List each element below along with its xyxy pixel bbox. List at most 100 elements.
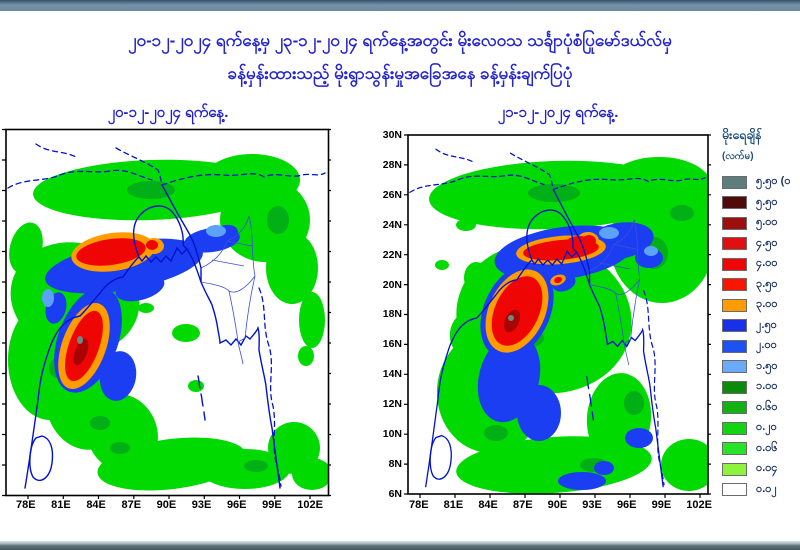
legend-unit-label: (လက်မ) <box>722 151 754 162</box>
legend-value-label: ၄.၅၀ <box>756 236 778 249</box>
legend-row: ၀.၀၂ <box>722 480 800 501</box>
axis-tick-label: 20N <box>382 278 402 291</box>
legend-row: ၄.၅၀ <box>722 234 800 255</box>
axis-tick-label: 96E <box>226 499 247 511</box>
left-precip-shading <box>7 143 328 491</box>
legend-value-label: ၀.၀၄ <box>756 462 778 475</box>
legend-color-swatch <box>722 196 747 210</box>
axis-tick-label: 10N <box>382 428 402 441</box>
left-map-title: ၂၀-၁၂-၂၀၂၄ ရက်နေ့. <box>107 104 229 121</box>
left-map-longitude-axis: 78E 81E 84E 87E 90E 93E 96E 99E 102E <box>0 499 331 511</box>
legend-color-swatch <box>722 483 747 497</box>
axis-tick-label: 99E <box>262 499 282 511</box>
axis-tick-label: 90E <box>547 499 568 511</box>
legend-row: ၂.၅၀ <box>722 316 800 337</box>
legend-row: ၀.၀၄ <box>722 459 800 480</box>
axis-tick-label: 87E <box>121 499 142 511</box>
axis-tick-label: 78E <box>409 499 429 511</box>
right-precipitation-map <box>404 134 711 498</box>
left-precipitation-map <box>2 128 331 499</box>
legend-row: ၃.၅၀ <box>722 275 800 296</box>
axis-tick-label: 28N <box>382 158 402 171</box>
legend-color-swatch <box>722 216 747 230</box>
rain-gray-max-speck <box>508 315 514 321</box>
axis-tick-label: 81E <box>443 499 464 511</box>
top-decoration-bar <box>0 0 800 11</box>
legend-color-swatch <box>722 339 747 353</box>
axis-tick-label: 99E <box>651 499 672 511</box>
y-tick-marks <box>2 128 6 497</box>
x-tick-marks <box>419 494 701 498</box>
bottom-decoration-bar <box>0 541 800 550</box>
legend-row: ၅.၅၀ <box>722 193 800 214</box>
legend-color-swatch <box>722 401 747 415</box>
legend-row: ၀.၀၆ <box>722 439 800 460</box>
rain-darkred-core <box>73 338 89 366</box>
axis-tick-label: 22N <box>382 248 402 261</box>
legend-color-swatch <box>722 319 747 333</box>
y-tick-marks <box>404 134 408 495</box>
legend-value-label: ၂.၅၀ <box>756 318 777 331</box>
legend-row: ၂.၀၀ <box>722 336 800 357</box>
right-map-latitude-axis: 30N 28N 26N 24N 22N 20N 18N 16N 14N 12N 10N 8N 6N <box>374 130 402 499</box>
axis-tick-label: 96E <box>616 499 637 511</box>
legend-value-label: ၃.၅၀ <box>756 277 778 290</box>
axis-tick-label: 93E <box>582 499 602 511</box>
page-title: ၂၀-၁၂-၂၀၂၄ ရက်နေ့မှ ၂၃-၁၂-၂၀၂၄ ရက်နေ့အတွ… <box>0 24 800 90</box>
rainfall-legend: မိုးရေချိန် (လက်မ) ၅.၅၀ (၀၅.၅၀၅.၀၀၄.၅၀၄.… <box>722 128 800 500</box>
legend-value-label: ၄.၀၀ <box>756 257 778 270</box>
rain-darkred-core <box>503 309 521 333</box>
right-map-title: ၂၁-၁၂-၂၀၂၄ ရက်နေ့. <box>497 104 619 121</box>
legend-color-swatch <box>722 175 747 189</box>
legend-color-swatch <box>722 380 747 394</box>
y-tick-marks-right <box>708 134 711 495</box>
legend-value-label: ၀.၀၂ <box>756 482 777 495</box>
legend-row: ၃.၀၀ <box>722 295 800 316</box>
right-map-longitude-axis: 78E 81E 84E 87E 90E 93E 96E 99E 102E <box>404 499 712 511</box>
axis-tick-label: 90E <box>156 499 177 511</box>
legend-color-swatch <box>722 360 747 374</box>
axis-tick-label: 81E <box>51 499 71 511</box>
legend-entries: ၅.၅၀ (၀၅.၅၀၅.၀၀၄.၅၀၄.၀၀၃.၅၀၃.၀၀၂.၅၀၂.၀၀၁… <box>722 172 800 500</box>
axis-tick-label: 93E <box>191 499 212 511</box>
legend-row: ၁.၀၀ <box>722 377 800 398</box>
rain-lightblue-layer <box>42 225 226 307</box>
legend-row: ၄.၀၀ <box>722 254 800 275</box>
legend-color-swatch <box>722 237 747 251</box>
legend-color-swatch <box>722 462 747 476</box>
legend-value-label: ၂.၀၀ <box>756 339 777 352</box>
legend-row: ၁.၅၀ <box>722 357 800 378</box>
axis-tick-label: 78E <box>16 499 36 511</box>
legend-row: ၅.၅၀ (၀ <box>722 172 800 193</box>
legend-color-swatch <box>722 257 747 271</box>
legend-value-label: ၅.၅၀ (၀ <box>756 175 791 188</box>
legend-value-label: ၁.၀၀ <box>756 380 778 393</box>
rain-lightblue-layer <box>599 227 658 256</box>
right-precip-shading <box>409 148 708 494</box>
axis-tick-label: 6N <box>388 487 402 500</box>
legend-row: ၅.၀၀ <box>722 213 800 234</box>
axis-tick-label: 30N <box>382 129 402 141</box>
legend-color-swatch <box>722 421 747 435</box>
axis-tick-label: 26N <box>382 188 402 201</box>
legend-color-swatch <box>722 442 747 456</box>
legend-value-label: ၅.၀၀ <box>756 216 778 229</box>
axis-tick-label: 18N <box>382 308 402 321</box>
legend-title: မိုးရေချိန် <box>722 128 762 142</box>
axis-tick-label: 84E <box>86 499 106 511</box>
axis-tick-label: 14N <box>382 368 402 381</box>
axis-tick-label: 12N <box>382 398 402 411</box>
page-title-line2: ခန့်မှန်းထားသည့် မိုးရွာသွန်းမှုအခြေအနေ … <box>227 64 573 83</box>
legend-value-label: ၁.၅၀ <box>756 359 778 372</box>
y-tick-marks-right <box>328 128 331 497</box>
legend-value-label: ၅.၅၀ <box>756 195 778 208</box>
axis-tick-label: 87E <box>512 499 533 511</box>
axis-tick-label: 84E <box>478 499 498 511</box>
legend-value-label: ၀.၂၀ <box>756 421 777 434</box>
rain-gray-max-speck <box>77 336 83 344</box>
axis-tick-label: 16N <box>382 338 402 351</box>
legend-value-label: ၀.၀၆ <box>756 441 778 454</box>
legend-value-label: ၃.၀၀ <box>756 298 778 311</box>
legend-value-label: ၀.၆၀ <box>756 400 778 413</box>
